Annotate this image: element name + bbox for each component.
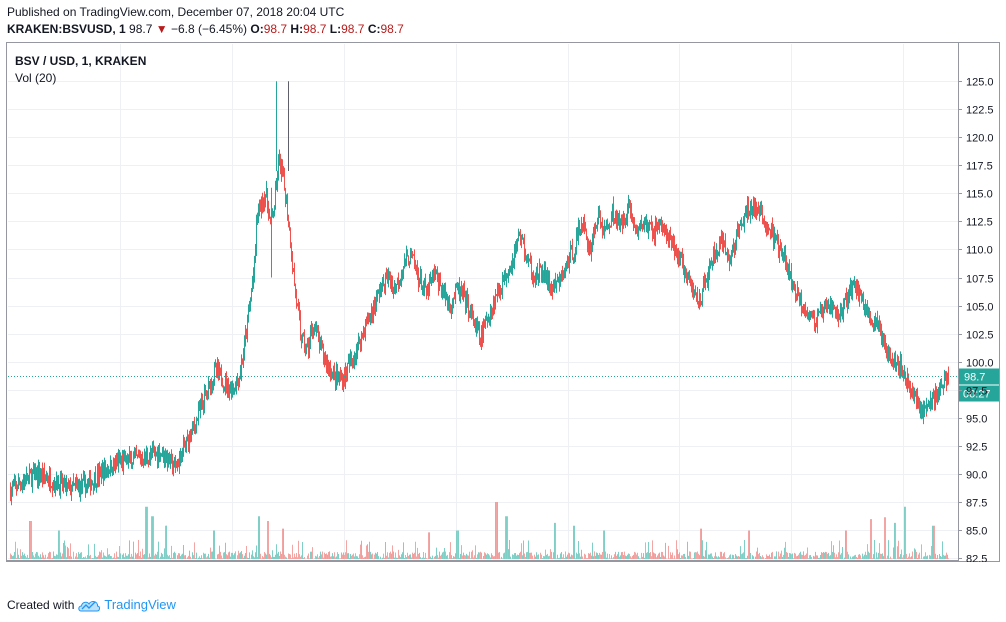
created-with-text: Created with bbox=[7, 597, 75, 612]
y-tick-label: 125.0 bbox=[966, 77, 994, 89]
chart-frame[interactable]: 98.7 00:27 82.5 85.0 87.5 90.0 92.5 95.0 97.5 10… bbox=[6, 42, 1000, 580]
y-tick-label: 102.5 bbox=[966, 330, 994, 342]
chart-legend: BSV / USD, 1, KRAKEN Vol (20) bbox=[15, 53, 146, 87]
close-value: 98.7 bbox=[380, 22, 404, 36]
last-price-label: 98.7 bbox=[964, 372, 985, 384]
low-value: 98.7 bbox=[341, 22, 365, 36]
tradingview-cloud-icon bbox=[78, 600, 101, 611]
y-tick-label: 85.0 bbox=[966, 526, 987, 538]
y-tick-label: 97.5 bbox=[966, 386, 987, 398]
y-tick-label: 112.5 bbox=[966, 217, 993, 229]
down-arrow-icon: ▼ bbox=[155, 22, 168, 36]
y-tick-label: 82.5 bbox=[966, 554, 987, 563]
open-value: 98.7 bbox=[263, 22, 288, 36]
high-label: H: bbox=[290, 22, 304, 36]
symbol-name[interactable]: KRAKEN:BSVUSD, 1 bbox=[7, 22, 126, 36]
grid bbox=[8, 44, 958, 560]
low-label: L: bbox=[329, 22, 342, 36]
y-tick-label: 95.0 bbox=[966, 414, 987, 426]
countdown-label: 00:27 bbox=[963, 389, 991, 401]
countdown-badge bbox=[959, 385, 999, 402]
legend-title: BSV / USD, 1, KRAKEN bbox=[15, 54, 147, 68]
legend-volume: Vol (20) bbox=[15, 71, 57, 85]
published-note: Published on TradingView.com, December 0… bbox=[7, 5, 345, 19]
y-tick-label: 105.0 bbox=[966, 302, 994, 314]
open-label: O: bbox=[250, 22, 264, 36]
footer: Created with TradingView bbox=[7, 597, 176, 612]
y-tick-label: 90.0 bbox=[966, 470, 987, 482]
y-tick-label: 92.5 bbox=[966, 442, 987, 454]
close-label: C: bbox=[367, 22, 381, 36]
change-text: −6.8 (−6.45%) bbox=[170, 22, 248, 36]
tradingview-brand[interactable]: TradingView bbox=[104, 597, 176, 612]
y-tick-label: 120.0 bbox=[966, 133, 994, 145]
last-price-line: 98.7 00:27 bbox=[8, 368, 999, 402]
last-price-text: 98.7 bbox=[129, 22, 153, 36]
last-price-badge bbox=[959, 368, 999, 385]
y-tick-label: 107.5 bbox=[966, 274, 994, 286]
y-tick-label: 117.5 bbox=[966, 161, 993, 173]
high-value: 98.7 bbox=[303, 22, 327, 36]
candles bbox=[10, 81, 949, 506]
y-tick-label: 100.0 bbox=[966, 358, 994, 370]
y-tick-label: 122.5 bbox=[966, 105, 994, 117]
y-axis[interactable]: 82.5 85.0 87.5 90.0 92.5 95.0 97.5 100.0 102.5 10… bbox=[958, 42, 994, 566]
y-tick-label: 115.0 bbox=[966, 189, 993, 201]
chart-border bbox=[6, 42, 1000, 562]
y-tick-label: 87.5 bbox=[966, 498, 987, 510]
y-tick-label: 110.0 bbox=[966, 245, 993, 257]
price-chart[interactable]: 98.7 00:27 82.5 85.0 87.5 90.0 92.5 95.0 97.5 10… bbox=[6, 42, 1000, 580]
symbol-bar: KRAKEN:BSVUSD, 1 98.7 ▼ −6.8 (−6.45%) O:… bbox=[7, 22, 404, 36]
volume-bars bbox=[10, 502, 949, 559]
